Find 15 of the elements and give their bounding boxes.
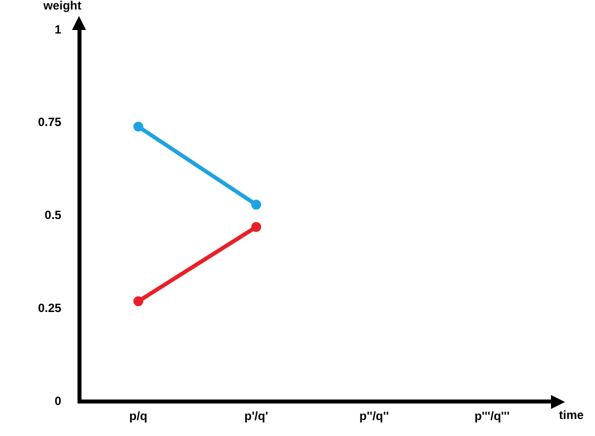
point <box>133 122 144 132</box>
x-tick-label: p/q <box>129 409 148 424</box>
point <box>251 200 262 210</box>
y-tick-label: 1 <box>54 22 62 36</box>
point <box>133 296 144 306</box>
y-tick-label: 0.75 <box>38 115 62 130</box>
x-tick-label: p'/q' <box>244 409 268 424</box>
y-tick-label: 0 <box>54 394 62 408</box>
y-tick-label: 0.5 <box>44 208 62 222</box>
x-tick-label: p''/q'' <box>359 409 389 424</box>
point <box>251 222 262 232</box>
x-tick-label: p'''/q''' <box>474 409 510 424</box>
x-axis-title: time <box>559 408 584 422</box>
y-axis-title: weight <box>42 0 82 12</box>
y-tick-label: 0.25 <box>38 301 62 316</box>
